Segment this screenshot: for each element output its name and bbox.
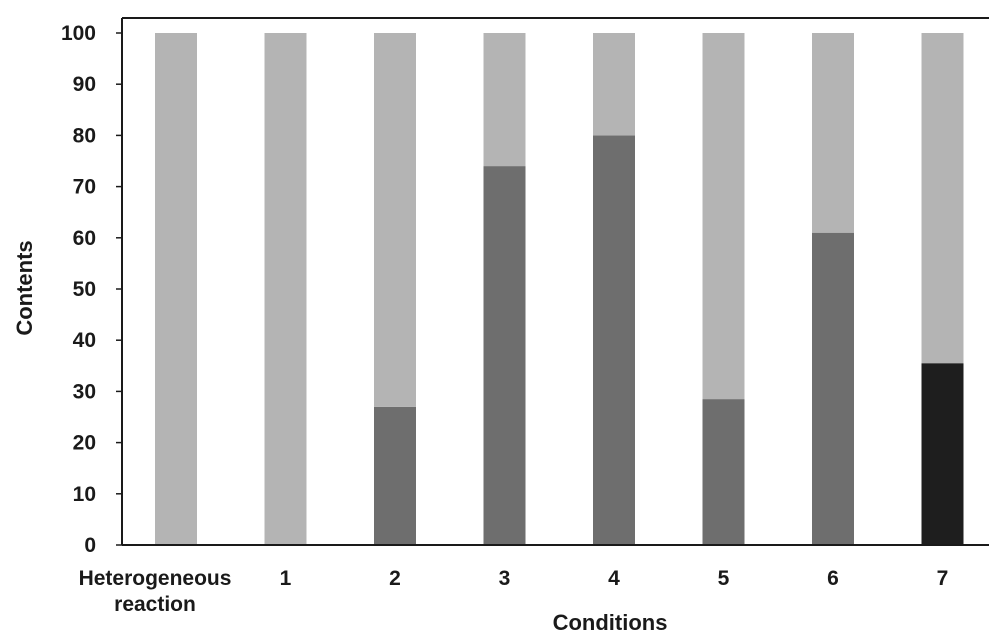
y-tick-label: 50	[73, 278, 96, 301]
bar-segment-series2-cat7	[812, 33, 854, 233]
x-tick-label-line: Heterogeneous	[79, 567, 232, 590]
y-tick-label: 100	[61, 22, 96, 45]
bar-segment-series2-cat3	[374, 33, 416, 407]
x-tick-label: 7	[937, 567, 949, 590]
y-tick-label: 0	[84, 534, 96, 557]
y-tick-labels: 0 10 20 30 40 50 60 70 80 90 100	[61, 22, 122, 557]
bar-segment-series2-cat8	[921, 33, 964, 364]
y-tick-label: 30	[73, 380, 96, 403]
x-tick-label-line: 6	[827, 567, 839, 590]
bar-segment-series2-cat5	[593, 33, 635, 136]
bar-segment-series2-cat1	[155, 33, 197, 545]
bar-segment-series1-cat6	[702, 399, 745, 545]
bar-segment-series1-cat5	[593, 135, 635, 545]
y-tick-label: 40	[73, 329, 96, 352]
y-axis-title: Contents	[12, 240, 37, 335]
x-tick-labels: Heterogeneous reaction 1 2 3 4 5 6 7	[79, 567, 949, 616]
bar-segment-series1-cat8	[921, 363, 964, 545]
bar-segment-series1-cat3	[374, 406, 416, 545]
bar-segment-series1-cat4	[483, 166, 526, 545]
y-tick-label: 70	[73, 176, 96, 199]
y-tick-label: 80	[73, 124, 96, 147]
x-tick-label-line: 2	[389, 567, 401, 590]
bar-segment-series2-cat4	[483, 33, 526, 167]
x-tick-label: 3	[499, 567, 511, 590]
bar-segment-series2-cat2	[264, 33, 307, 545]
x-tick-label-line: 7	[937, 567, 949, 590]
x-tick-label: 1	[280, 567, 292, 590]
y-tick-label: 20	[73, 432, 96, 455]
bars-layer	[155, 33, 964, 545]
x-tick-label: 6	[827, 567, 839, 590]
x-tick-label-line: 3	[499, 567, 511, 590]
x-tick-label: 2	[389, 567, 401, 590]
x-tick-label-line: 5	[718, 567, 730, 590]
bar-segment-series2-cat6	[702, 33, 745, 400]
bar-segment-series1-cat7	[812, 232, 854, 545]
x-tick-label: 4	[608, 567, 620, 590]
x-tick-label-line: 4	[608, 567, 620, 590]
y-tick-label: 60	[73, 227, 96, 250]
x-tick-label-line: 1	[280, 567, 292, 590]
x-axis-title: Conditions	[553, 610, 668, 635]
x-tick-label: Heterogeneous reaction	[79, 567, 232, 616]
x-tick-label-line: reaction	[114, 593, 196, 616]
y-tick-label: 90	[73, 73, 96, 96]
y-tick-label: 10	[73, 483, 96, 506]
x-tick-label: 5	[718, 567, 730, 590]
